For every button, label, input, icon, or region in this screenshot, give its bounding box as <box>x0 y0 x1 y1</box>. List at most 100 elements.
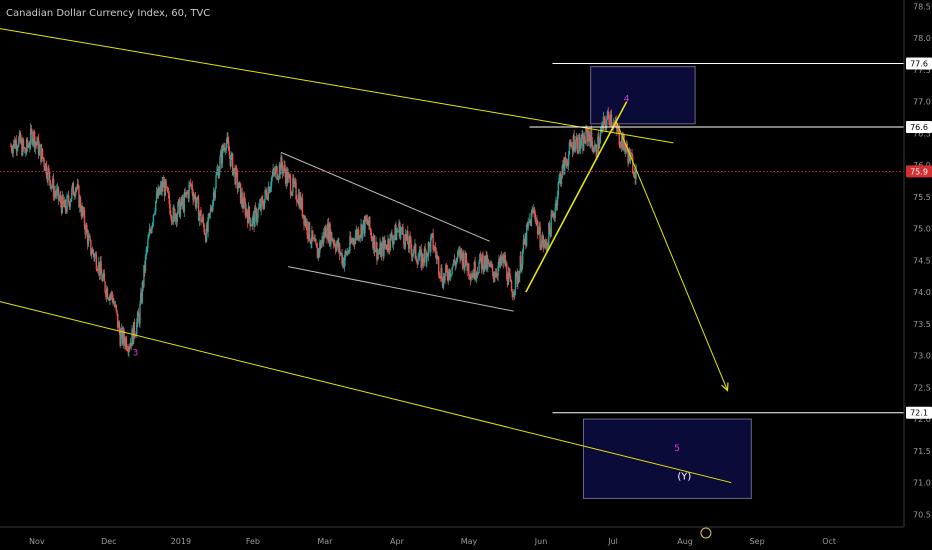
candle-body <box>121 328 124 344</box>
candle-body <box>263 199 266 209</box>
price-tag-label: 75.9 <box>910 167 928 176</box>
candle-body <box>521 250 524 265</box>
candle-body <box>19 132 22 143</box>
candle-body <box>252 213 254 218</box>
candle-body <box>455 260 457 266</box>
candle-body <box>172 207 174 223</box>
candle-body <box>53 191 56 197</box>
candle-body <box>138 315 140 324</box>
candle-body <box>449 269 451 277</box>
candle-body <box>631 153 633 157</box>
candle-body <box>145 249 147 256</box>
candle-body <box>287 173 289 183</box>
candle-body <box>611 124 613 126</box>
candle-body <box>483 267 485 271</box>
candle-body <box>358 237 361 240</box>
candle-body <box>228 142 230 152</box>
candle-body <box>22 140 25 148</box>
candle-body <box>206 224 209 232</box>
candle-body <box>368 216 370 226</box>
candle-body <box>211 210 213 212</box>
candles <box>10 107 637 358</box>
candle-body <box>166 187 168 189</box>
candle-body <box>550 214 552 237</box>
candle-body <box>244 201 247 216</box>
candle-body <box>532 210 534 213</box>
candle-body <box>562 160 564 166</box>
candle-body <box>583 135 586 143</box>
candle-body <box>598 142 601 149</box>
candle-body <box>485 254 487 268</box>
candle-body <box>402 227 404 235</box>
candle-body <box>617 129 619 133</box>
candle-body <box>520 256 522 271</box>
candle-body <box>190 184 193 186</box>
candle-body <box>333 241 335 244</box>
candle-body <box>444 272 446 281</box>
candle-body <box>519 256 521 271</box>
candle-body <box>29 144 31 148</box>
candle-body <box>591 141 594 151</box>
candle-body <box>256 218 258 222</box>
candle-body <box>57 186 60 200</box>
candle-body <box>56 189 58 196</box>
candle-body <box>580 138 582 147</box>
x-tick-label: Sep <box>750 537 765 546</box>
candle-body <box>342 258 345 268</box>
candle-body <box>337 240 339 250</box>
candle-body <box>41 148 43 162</box>
candle-body <box>220 151 222 158</box>
candle-body <box>475 277 477 279</box>
x-tick-label: Feb <box>246 537 260 546</box>
candle-body <box>229 155 231 167</box>
candle-body <box>606 111 609 120</box>
candle-body <box>122 330 125 344</box>
candle-body <box>227 136 229 143</box>
candle-body <box>431 233 434 235</box>
candle-body <box>506 263 508 280</box>
candle-body <box>575 137 578 141</box>
candle-body <box>297 193 300 203</box>
candle-body <box>10 146 12 148</box>
candle-body <box>42 157 44 160</box>
candle-body <box>320 242 323 248</box>
candle-body <box>429 243 431 252</box>
candle-body <box>370 231 373 239</box>
candle-body <box>309 240 312 244</box>
candle-body <box>281 165 284 174</box>
candle-body <box>188 184 190 199</box>
candle-body <box>571 145 574 152</box>
candle-body <box>14 140 17 148</box>
candle-body <box>308 222 311 241</box>
candle-body <box>411 254 414 257</box>
candle-body <box>236 172 239 189</box>
candle-body <box>201 220 203 223</box>
candle-body <box>384 239 386 246</box>
candle-body <box>349 236 351 251</box>
candle-body <box>332 240 334 244</box>
candle-body <box>559 173 562 184</box>
candle-body <box>327 223 330 242</box>
candle-body <box>437 256 439 258</box>
candle-body <box>35 141 37 144</box>
candle-body <box>96 268 98 271</box>
candle-body <box>187 191 189 199</box>
candle-body <box>619 144 621 147</box>
candle-body <box>461 254 464 266</box>
candle-body <box>608 114 610 122</box>
candle-body <box>559 173 561 178</box>
candle-body <box>305 221 308 227</box>
candle-body <box>14 140 16 148</box>
candle-body <box>67 195 70 203</box>
candle-body <box>60 195 62 204</box>
candle-body <box>231 153 234 175</box>
candle-body <box>366 219 369 223</box>
wave-label: 3 <box>133 349 139 359</box>
candle-body <box>126 349 128 351</box>
candle-body <box>572 135 575 152</box>
candle-body <box>355 229 357 236</box>
candle-body <box>52 178 54 186</box>
candle-body <box>59 195 61 199</box>
candle-body <box>94 254 96 259</box>
